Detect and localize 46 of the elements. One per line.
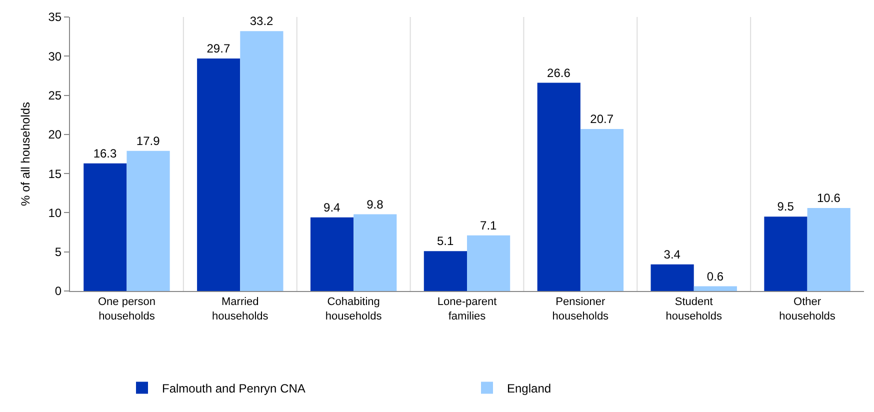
data-label: 16.3 <box>93 146 117 160</box>
y-tick-label: 35 <box>48 10 62 24</box>
data-label: 10.6 <box>817 191 841 206</box>
x-tick-label: Pensioner households <box>552 296 610 322</box>
legend-label: England <box>507 381 552 396</box>
y-tick-label: 30 <box>48 49 62 64</box>
data-label: 17.9 <box>136 134 160 148</box>
data-label: 20.7 <box>590 112 614 126</box>
data-label: 9.8 <box>366 197 384 212</box>
bar <box>580 128 624 291</box>
x-tick-label: Married households <box>212 296 269 322</box>
bar <box>467 235 510 291</box>
data-label: 26.6 <box>547 66 571 80</box>
bar <box>126 150 170 291</box>
bar <box>354 214 397 291</box>
data-label: 29.7 <box>206 41 230 56</box>
y-tick-label: 20 <box>48 128 62 142</box>
x-tick-label: Cohabiting households <box>325 296 382 322</box>
y-tick-label: 10 <box>48 206 62 220</box>
bar <box>84 163 127 291</box>
bar <box>310 217 354 291</box>
x-tick-label: Lone-parent families <box>437 296 497 322</box>
data-label: 5.1 <box>436 234 454 248</box>
data-label: 9.4 <box>324 200 341 214</box>
legend-label: Falmouth and Penryn CNA <box>162 381 306 396</box>
y-tick-label: 25 <box>48 88 62 102</box>
data-label: 33.2 <box>250 14 274 28</box>
data-label: 0.6 <box>706 269 724 284</box>
bar <box>694 286 737 291</box>
bar <box>764 216 808 291</box>
bar <box>537 82 580 291</box>
y-tick-label: 0 <box>54 284 62 298</box>
bar <box>424 251 467 291</box>
y-tick-label: 15 <box>48 166 62 181</box>
bar <box>650 264 694 291</box>
y-axis-title: % of all households <box>18 102 33 206</box>
data-label: 9.5 <box>777 200 794 214</box>
x-tick-label: One person households <box>98 296 156 322</box>
bar <box>240 31 284 291</box>
y-tick-label: 5 <box>54 245 62 260</box>
bar <box>807 208 850 291</box>
data-label: 7.1 <box>480 218 498 232</box>
data-label: 3.4 <box>664 247 681 262</box>
x-tick-label: Student households <box>666 296 722 322</box>
x-tick-label: Other households <box>779 296 836 322</box>
bar <box>197 58 240 291</box>
